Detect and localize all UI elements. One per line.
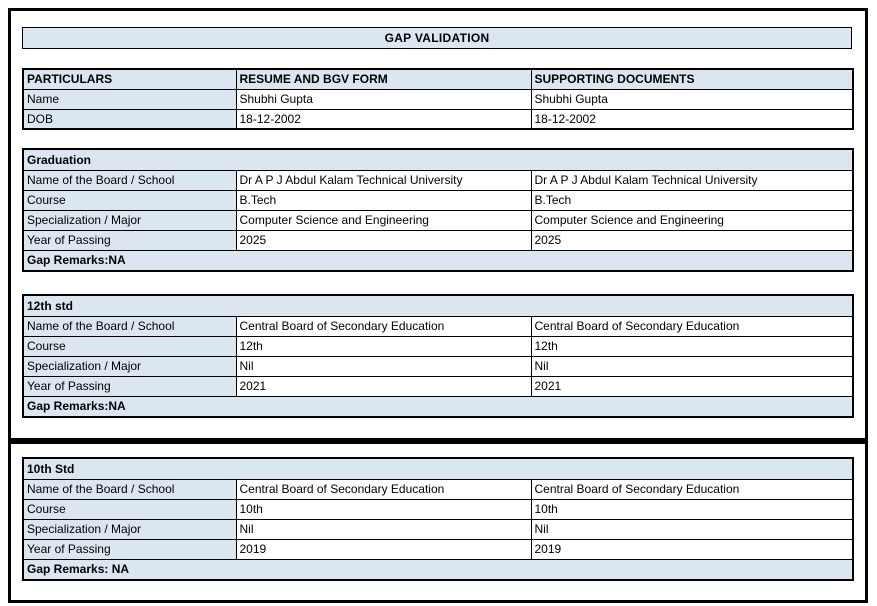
row-label-specialization: Specialization / Major xyxy=(22,518,237,540)
row-label-course: Course xyxy=(22,189,237,211)
cell-course-resume: 12th xyxy=(235,335,532,357)
cell-year-resume: 2021 xyxy=(235,375,532,397)
table-row: Specialization / Major Nil Nil xyxy=(22,518,854,540)
column-header-row: PARTICULARS RESUME AND BGV FORM SUPPORTI… xyxy=(22,68,854,90)
section-heading-12th-std: 12th std xyxy=(22,294,854,317)
page-frame-bottom: 10th Std Name of the Board / School Cent… xyxy=(8,441,868,603)
table-row: Course 10th 10th xyxy=(22,498,854,520)
cell-year-supporting: 2025 xyxy=(530,229,854,251)
cell-board-resume: Dr A P J Abdul Kalam Technical Universit… xyxy=(235,169,532,191)
row-label-year: Year of Passing xyxy=(22,375,237,397)
column-header-particulars: PARTICULARS xyxy=(22,68,237,90)
cell-board-supporting: Central Board of Secondary Education xyxy=(530,478,854,500)
table-row: Year of Passing 2025 2025 xyxy=(22,229,854,251)
cell-dob-resume: 18-12-2002 xyxy=(235,108,532,130)
table-row: Name of the Board / School Dr A P J Abdu… xyxy=(22,169,854,191)
page-frame-top: GAP VALIDATION PARTICULARS RESUME AND BG… xyxy=(8,8,868,441)
cell-name-resume: Shubhi Gupta xyxy=(235,88,532,110)
cell-specialization-resume: Nil xyxy=(235,355,532,377)
gap-remarks-row: Gap Remarks: NA xyxy=(22,558,854,581)
cell-course-resume: 10th xyxy=(235,498,532,520)
row-label-board: Name of the Board / School xyxy=(22,315,237,337)
gap-remarks-row: Gap Remarks:NA xyxy=(22,249,854,272)
row-label-course: Course xyxy=(22,498,237,520)
section-header-row: Graduation xyxy=(22,148,854,171)
column-header-supporting-docs: SUPPORTING DOCUMENTS xyxy=(530,68,854,90)
gap-remarks-12th-std: Gap Remarks:NA xyxy=(22,395,854,418)
table-row: Specialization / Major Computer Science … xyxy=(22,209,854,231)
table-row: Name of the Board / School Central Board… xyxy=(22,478,854,500)
cell-specialization-supporting: Nil xyxy=(530,355,854,377)
cell-specialization-resume: Computer Science and Engineering xyxy=(235,209,532,231)
table-row: DOB 18-12-2002 18-12-2002 xyxy=(22,108,854,130)
cell-board-supporting: Dr A P J Abdul Kalam Technical Universit… xyxy=(530,169,854,191)
row-label-specialization: Specialization / Major xyxy=(22,355,237,377)
column-header-resume-bgv: RESUME AND BGV FORM xyxy=(235,68,532,90)
row-label-name: Name xyxy=(22,88,237,110)
gap-remarks-graduation: Gap Remarks:NA xyxy=(22,249,854,272)
cell-year-resume: 2025 xyxy=(235,229,532,251)
section-header-row: 12th std xyxy=(22,294,854,317)
table-row: Specialization / Major Nil Nil xyxy=(22,355,854,377)
table-row: Name Shubhi Gupta Shubhi Gupta xyxy=(22,88,854,110)
row-label-board: Name of the Board / School xyxy=(22,169,237,191)
cell-board-resume: Central Board of Secondary Education xyxy=(235,315,532,337)
cell-course-resume: B.Tech xyxy=(235,189,532,211)
row-label-year: Year of Passing xyxy=(22,229,237,251)
cell-specialization-supporting: Computer Science and Engineering xyxy=(530,209,854,231)
tenth-std-table: 10th Std Name of the Board / School Cent… xyxy=(22,457,855,581)
table-row: Name of the Board / School Central Board… xyxy=(22,315,854,337)
cell-year-supporting: 2019 xyxy=(530,538,854,560)
cell-course-supporting: 10th xyxy=(530,498,854,520)
cell-course-supporting: 12th xyxy=(530,335,854,357)
cell-board-supporting: Central Board of Secondary Education xyxy=(530,315,854,337)
cell-year-resume: 2019 xyxy=(235,538,532,560)
row-label-specialization: Specialization / Major xyxy=(22,209,237,231)
cell-name-supporting: Shubhi Gupta xyxy=(530,88,854,110)
twelfth-std-table: 12th std Name of the Board / School Cent… xyxy=(22,294,855,418)
table-row: Course B.Tech B.Tech xyxy=(22,189,854,211)
cell-dob-supporting: 18-12-2002 xyxy=(530,108,854,130)
graduation-table: Graduation Name of the Board / School Dr… xyxy=(22,148,855,272)
cell-specialization-resume: Nil xyxy=(235,518,532,540)
table-row: Year of Passing 2019 2019 xyxy=(22,538,854,560)
row-label-board: Name of the Board / School xyxy=(22,478,237,500)
section-header-row: 10th Std xyxy=(22,457,854,480)
particulars-table: PARTICULARS RESUME AND BGV FORM SUPPORTI… xyxy=(22,68,854,130)
cell-board-resume: Central Board of Secondary Education xyxy=(235,478,532,500)
row-label-dob: DOB xyxy=(22,108,237,130)
table-row: Year of Passing 2021 2021 xyxy=(22,375,854,397)
row-label-course: Course xyxy=(22,335,237,357)
page-title: GAP VALIDATION xyxy=(22,27,852,49)
cell-year-supporting: 2021 xyxy=(530,375,854,397)
section-heading-graduation: Graduation xyxy=(22,148,854,171)
row-label-year: Year of Passing xyxy=(22,538,237,560)
table-row: Course 12th 12th xyxy=(22,335,854,357)
cell-course-supporting: B.Tech xyxy=(530,189,854,211)
section-heading-10th-std: 10th Std xyxy=(22,457,854,480)
gap-remarks-10th-std: Gap Remarks: NA xyxy=(22,558,854,581)
cell-specialization-supporting: Nil xyxy=(530,518,854,540)
gap-remarks-row: Gap Remarks:NA xyxy=(22,395,854,418)
